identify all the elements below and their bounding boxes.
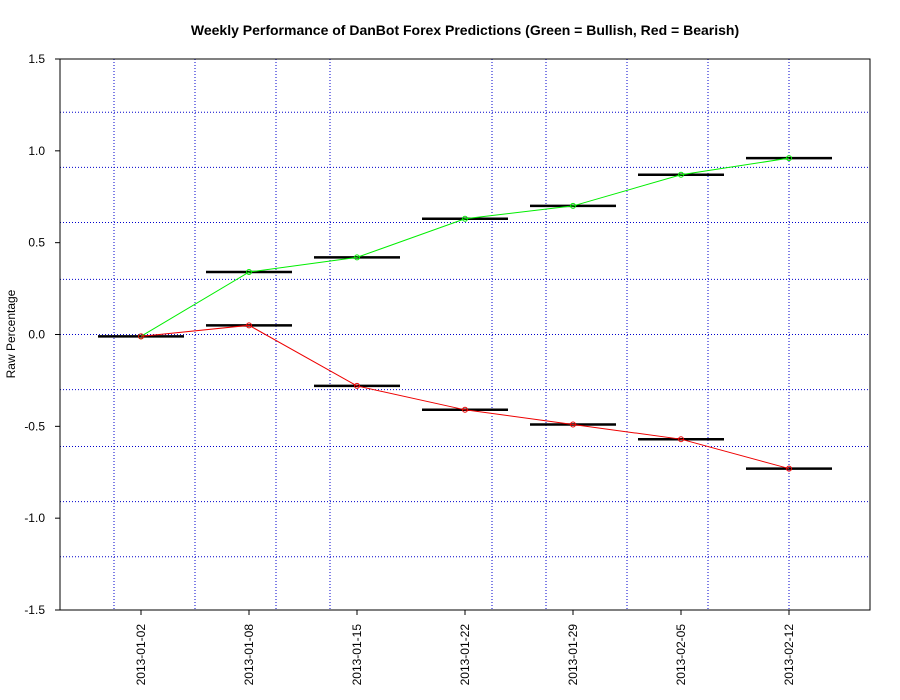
x-tick-label: 2013-01-02 [134,624,148,686]
y-axis-label: Raw Percentage [4,289,18,378]
x-axis: 2013-01-02 2013-01-08 2013-01-15 2013-01-22… [134,610,796,685]
data-point [138,333,144,340]
x-tick-label: 2013-01-15 [350,624,364,686]
data-point [246,322,252,329]
grid [60,59,870,610]
data-point [678,436,684,443]
data-point [678,171,684,178]
y-tick-label: 1.5 [28,52,45,66]
x-tick-label: 2013-02-12 [782,624,796,686]
series-line-0 [140,157,790,337]
x-tick-label: 2013-02-05 [674,624,688,686]
data-point [462,215,468,222]
y-tick-label: 0.0 [28,328,45,342]
y-tick-label: -1.0 [24,511,45,525]
y-tick-label: 0.5 [28,236,45,250]
y-tick-label: -0.5 [24,419,45,433]
data-point [786,155,792,162]
y-axis: -1.5 -1.0 -0.5 0.0 0.5 1.0 1.5 [24,52,60,617]
data-point [246,269,252,276]
x-tick-label: 2013-01-22 [458,624,472,686]
series-line-1 [140,324,790,470]
marker-bars [98,156,832,470]
x-tick-label: 2013-01-29 [566,624,580,686]
data-point [786,465,792,472]
data-point [462,406,468,413]
x-tick-label: 2013-01-08 [242,624,256,686]
data-point [570,421,576,428]
data-points [138,155,792,472]
data-point [354,382,360,389]
chart-title: Weekly Performance of DanBot Forex Predi… [191,22,739,38]
y-tick-label: 1.0 [28,144,45,158]
data-point [354,254,360,261]
y-tick-label: -1.5 [24,603,45,617]
data-point [570,202,576,209]
series-lines [140,157,790,470]
